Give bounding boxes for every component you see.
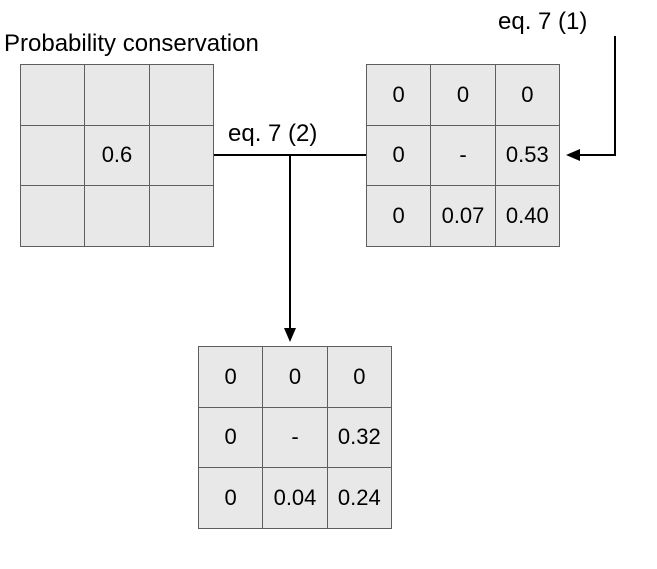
arrow-eq1	[568, 36, 615, 155]
grid-left-cell	[150, 65, 213, 125]
grid-left-cell: 0.6	[85, 126, 148, 186]
grid-right-cell: 0	[367, 65, 430, 125]
grid-bottom-cell: 0	[199, 347, 262, 407]
grid-bottom-cell: 0.32	[328, 408, 391, 468]
grid-right-cell: 0	[367, 126, 430, 186]
grid-bottom-cell: 0.04	[263, 468, 326, 528]
grid-left-cell	[21, 65, 84, 125]
grid-left-cell	[21, 186, 84, 246]
grid-bottom-cell: -	[263, 408, 326, 468]
grid-left-cell	[150, 186, 213, 246]
grid-left-cell	[21, 126, 84, 186]
grid-right-cell: -	[431, 126, 494, 186]
grid-right-cell: 0.40	[496, 186, 559, 246]
grid-right-cell: 0	[431, 65, 494, 125]
grid-right: 0 0 0 0 - 0.53 0 0.07 0.40	[366, 64, 560, 247]
grid-left: 0.6	[20, 64, 214, 247]
grid-left-cell	[150, 126, 213, 186]
grid-right-cell: 0.53	[496, 126, 559, 186]
page-title: Probability conservation	[4, 30, 259, 58]
grid-right-cell: 0	[496, 65, 559, 125]
grid-bottom-cell: 0	[199, 468, 262, 528]
grid-bottom-cell: 0	[328, 347, 391, 407]
grid-left-cell	[85, 186, 148, 246]
grid-bottom-cell: 0	[199, 408, 262, 468]
grid-bottom-cell: 0.24	[328, 468, 391, 528]
annotation-eq1: eq. 7 (1)	[498, 8, 587, 36]
grid-bottom: 0 0 0 0 - 0.32 0 0.04 0.24	[198, 346, 392, 529]
grid-bottom-cell: 0	[263, 347, 326, 407]
grid-right-cell: 0.07	[431, 186, 494, 246]
annotation-eq2: eq. 7 (2)	[228, 120, 317, 148]
grid-left-cell	[85, 65, 148, 125]
grid-right-cell: 0	[367, 186, 430, 246]
